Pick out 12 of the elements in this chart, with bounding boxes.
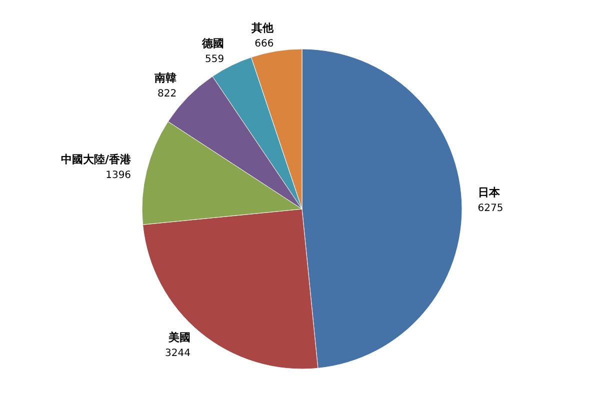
data-label: 3244 — [165, 348, 190, 360]
slice-label: 德國 — [201, 37, 224, 50]
data-label: 1396 — [106, 170, 132, 182]
data-label: 559 — [205, 54, 224, 66]
data-label: 666 — [254, 38, 274, 50]
slice-label: 日本 — [478, 186, 501, 200]
slice-label: 中國大陸/香港 — [61, 153, 132, 166]
slice-label: 南韓 — [154, 72, 177, 85]
data-label: 822 — [158, 88, 177, 100]
slice-label: 其他 — [250, 21, 275, 34]
data-label: 6275 — [478, 203, 504, 214]
slice-label: 美國 — [167, 331, 190, 344]
